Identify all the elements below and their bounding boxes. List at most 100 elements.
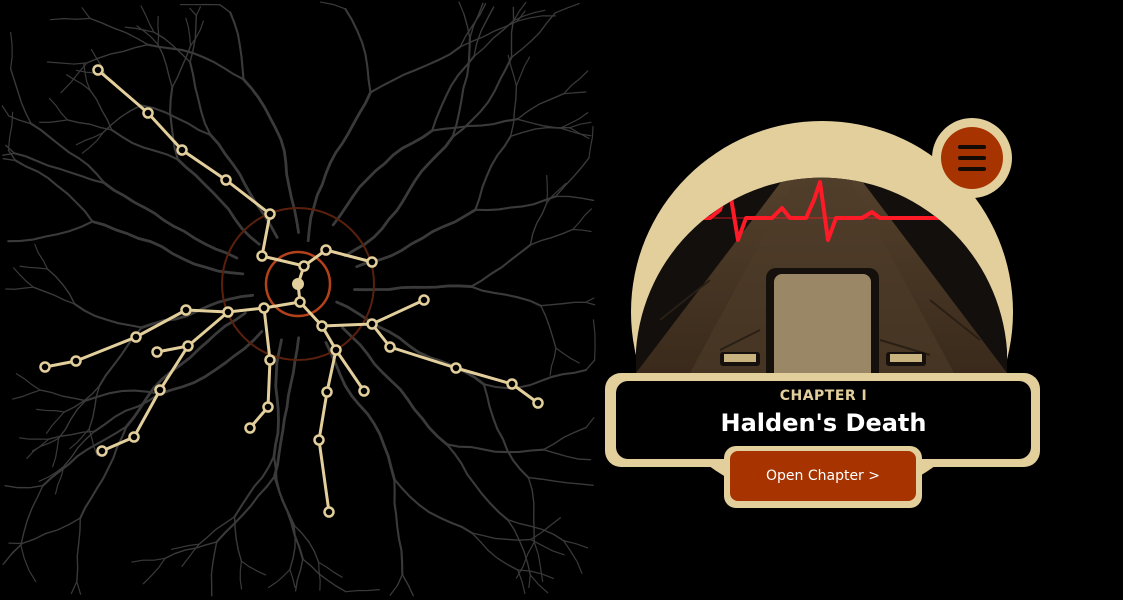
chapter-node[interactable] bbox=[258, 302, 270, 314]
chapter-node[interactable] bbox=[92, 64, 104, 76]
locked-branch bbox=[563, 540, 589, 549]
locked-branch bbox=[52, 437, 60, 468]
chair bbox=[720, 268, 926, 373]
chapter-node[interactable] bbox=[264, 354, 276, 366]
locked-branch bbox=[474, 135, 512, 211]
locked-branch bbox=[86, 44, 149, 64]
chapter-node[interactable] bbox=[320, 244, 332, 256]
locked-branch bbox=[273, 336, 300, 478]
locked-branch bbox=[15, 373, 41, 391]
locked-branch bbox=[12, 267, 34, 288]
chapter-node[interactable] bbox=[180, 304, 192, 316]
locked-branch bbox=[4, 484, 44, 489]
locked-branch bbox=[19, 265, 49, 270]
chapter-node[interactable] bbox=[39, 361, 51, 373]
locked-branch bbox=[318, 561, 343, 578]
locked-branch bbox=[563, 70, 589, 95]
locked-branch bbox=[240, 560, 267, 576]
locked-branch bbox=[302, 558, 347, 593]
locked-branch bbox=[219, 4, 231, 14]
chapter-node[interactable] bbox=[506, 378, 518, 390]
locked-branch bbox=[530, 538, 565, 556]
locked-branch bbox=[527, 476, 594, 487]
chapter-node[interactable] bbox=[264, 208, 276, 220]
locked-branch bbox=[169, 86, 180, 161]
locked-branch bbox=[233, 455, 276, 518]
chapter-node[interactable] bbox=[70, 355, 82, 367]
locked-branch bbox=[39, 389, 87, 402]
locked-branch bbox=[517, 569, 526, 595]
chapter-node[interactable] bbox=[142, 107, 154, 119]
chapter-node[interactable] bbox=[366, 318, 378, 330]
chapter-nodes[interactable] bbox=[39, 64, 544, 518]
chapter-node[interactable] bbox=[366, 256, 378, 268]
locked-branch bbox=[209, 133, 279, 239]
chapter-node[interactable] bbox=[384, 341, 396, 353]
chapter-node[interactable] bbox=[532, 397, 544, 409]
locked-branch bbox=[559, 111, 589, 129]
locked-branch bbox=[5, 144, 16, 154]
locked-branch bbox=[563, 91, 587, 95]
locked-branch bbox=[401, 573, 414, 597]
locked-branch bbox=[90, 220, 245, 276]
chapter-node[interactable] bbox=[154, 384, 166, 396]
locked-branch bbox=[431, 118, 519, 132]
locked-branch bbox=[509, 85, 518, 137]
chapter-node[interactable] bbox=[450, 362, 462, 374]
locked-branch bbox=[36, 408, 65, 413]
chapter-node[interactable] bbox=[176, 144, 188, 156]
chapter-node[interactable] bbox=[321, 386, 333, 398]
chapter-label: CHAPTER I bbox=[779, 388, 868, 404]
locked-branch bbox=[46, 61, 88, 65]
chapter-node[interactable] bbox=[220, 174, 232, 186]
chapter-node[interactable] bbox=[182, 340, 194, 352]
chapter-node[interactable] bbox=[222, 306, 234, 318]
chapter-node[interactable] bbox=[330, 344, 342, 356]
chapter-node[interactable] bbox=[262, 401, 274, 413]
open-chapter-button[interactable]: Open Chapter > bbox=[730, 451, 916, 501]
chapter-node[interactable] bbox=[298, 260, 310, 272]
chapter-node[interactable] bbox=[151, 346, 163, 358]
locked-branch bbox=[70, 580, 78, 595]
locked-branch bbox=[516, 10, 526, 22]
locked-branch bbox=[445, 443, 509, 521]
unlocked-path bbox=[96, 68, 306, 286]
unlocked-path bbox=[43, 282, 302, 369]
locked-branch bbox=[546, 182, 567, 204]
chapter-node[interactable] bbox=[316, 320, 328, 332]
locked-branch bbox=[21, 517, 81, 545]
locked-branch bbox=[389, 584, 399, 596]
locked-branch bbox=[20, 484, 44, 546]
chapter-node[interactable] bbox=[128, 431, 140, 443]
chapter-node[interactable] bbox=[256, 250, 268, 262]
menu-button[interactable] bbox=[941, 127, 1003, 189]
locked-branch bbox=[555, 157, 590, 198]
locked-branch bbox=[268, 568, 291, 589]
chapter-node[interactable] bbox=[418, 294, 430, 306]
locked-branch bbox=[459, 3, 487, 48]
locked-branch bbox=[157, 15, 160, 46]
locked-branch bbox=[14, 159, 94, 223]
chapter-node[interactable] bbox=[96, 445, 108, 457]
locked-branch bbox=[83, 62, 91, 91]
locked-branch bbox=[20, 544, 37, 583]
locked-branch bbox=[272, 455, 296, 527]
chapter-node[interactable] bbox=[244, 422, 256, 434]
chapter-node[interactable] bbox=[323, 506, 335, 518]
locked-branch bbox=[540, 301, 587, 307]
locked-branch bbox=[30, 122, 106, 185]
chapter-node[interactable] bbox=[358, 385, 370, 397]
locked-branch bbox=[88, 384, 101, 430]
locked-branch bbox=[2, 157, 17, 162]
locked-branch bbox=[239, 560, 243, 590]
locked-branch bbox=[9, 68, 32, 125]
chapter-node[interactable] bbox=[313, 434, 325, 446]
locked-branch bbox=[13, 152, 106, 185]
chapter-node[interactable] bbox=[294, 296, 306, 308]
locked-branch bbox=[516, 15, 556, 22]
locked-branch bbox=[585, 297, 595, 303]
locked-branch bbox=[463, 13, 471, 39]
locked-branch bbox=[469, 2, 484, 39]
chapter-node[interactable] bbox=[130, 331, 142, 343]
locked-branch bbox=[2, 152, 16, 156]
